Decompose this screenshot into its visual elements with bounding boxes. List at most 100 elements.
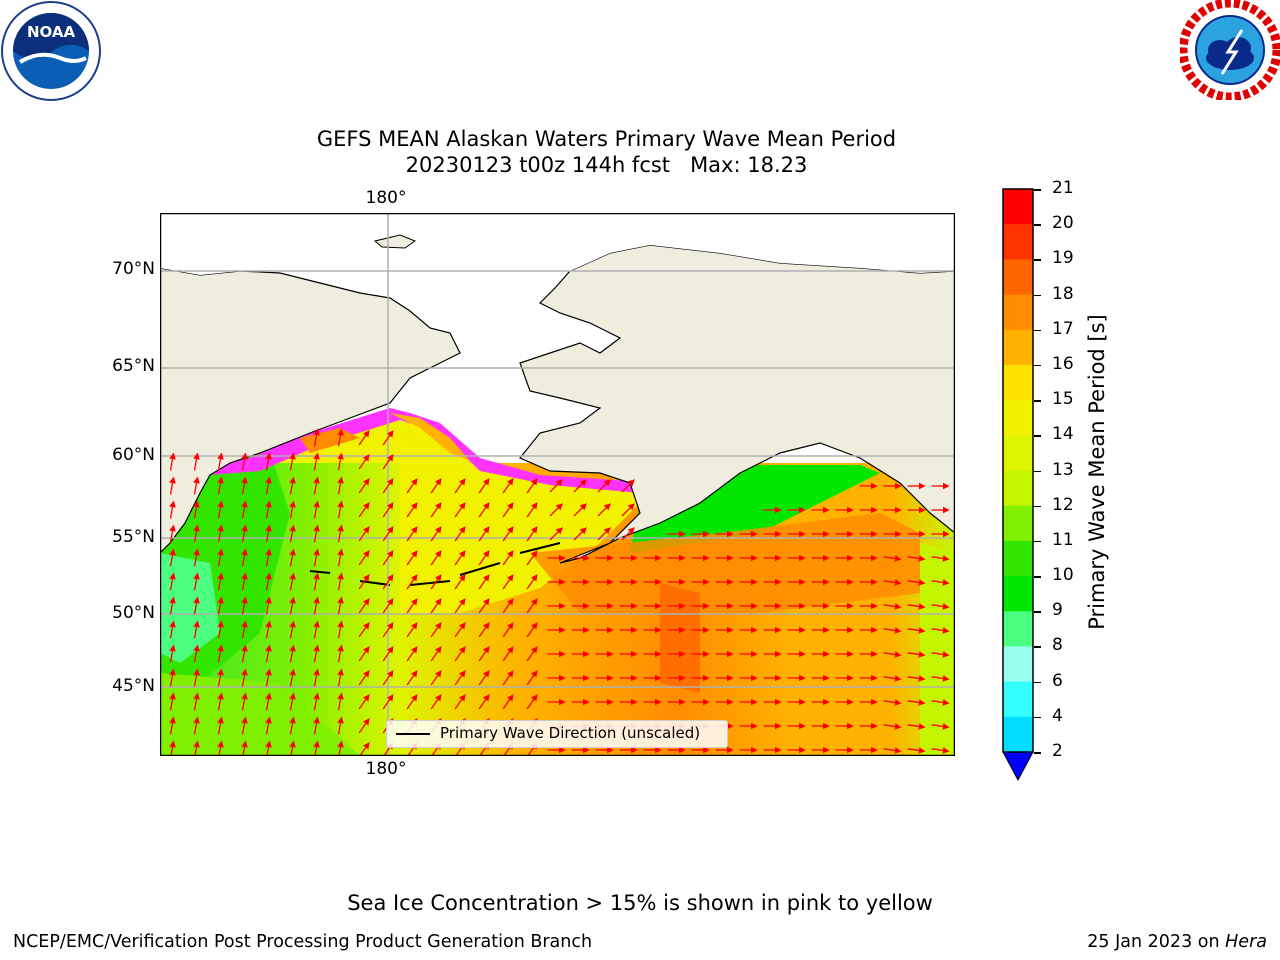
wave-arrow-head bbox=[169, 668, 176, 676]
wave-arrow-head bbox=[871, 602, 878, 610]
wave-arrow-head bbox=[313, 476, 320, 484]
wave-arrow-head bbox=[435, 670, 442, 678]
colorbar-tick-mark bbox=[1034, 435, 1041, 437]
colorbar-segment bbox=[1003, 400, 1033, 436]
wave-arrow-head bbox=[387, 646, 394, 654]
wave-arrow-head bbox=[241, 596, 248, 604]
wave-arrow-head bbox=[631, 698, 638, 706]
colorbar-tick-mark bbox=[1034, 259, 1041, 261]
wave-arrow-head bbox=[727, 602, 734, 610]
wave-arrow-head bbox=[531, 502, 538, 510]
wave-arrow-head bbox=[483, 598, 490, 606]
colorbar-tick-label: 4 bbox=[1052, 705, 1063, 726]
wave-arrow-head bbox=[265, 644, 272, 652]
wave-arrow-head bbox=[918, 723, 926, 730]
wave-arrow-head bbox=[193, 524, 200, 532]
wave-arrow-head bbox=[583, 650, 590, 658]
chart-title: GEFS MEAN Alaskan Waters Primary Wave Me… bbox=[316, 127, 897, 151]
wave-arrow-head bbox=[313, 524, 320, 532]
map-legend: Primary Wave Direction (unscaled) bbox=[386, 720, 728, 748]
lat-label-70: 70°N bbox=[112, 259, 155, 279]
wave-arrow-head bbox=[217, 644, 224, 652]
wave-arrow-head bbox=[823, 626, 830, 634]
wave-arrow-head bbox=[193, 620, 200, 628]
colorbar-tick-mark bbox=[1034, 470, 1041, 472]
colorbar-tick-label: 20 bbox=[1052, 213, 1074, 234]
wave-arrow-head bbox=[411, 526, 418, 534]
wave-arrow-head bbox=[607, 602, 614, 610]
wave-arrow-head bbox=[411, 478, 418, 486]
colorbar-tick-label: 12 bbox=[1052, 494, 1074, 515]
wave-arrow-head bbox=[337, 572, 344, 580]
wave-arrow-head bbox=[703, 626, 710, 634]
wave-arrow-head bbox=[751, 530, 758, 538]
lat-label-50: 50°N bbox=[112, 603, 155, 623]
wave-arrow-head bbox=[943, 482, 950, 490]
wave-arrow-head bbox=[241, 620, 248, 628]
wave-arrow-head bbox=[265, 620, 272, 628]
wave-arrow-head bbox=[703, 674, 710, 682]
wave-arrow-head bbox=[894, 555, 902, 562]
legend-line bbox=[396, 733, 430, 735]
wave-arrow-head bbox=[531, 646, 538, 654]
nws-logo bbox=[1178, 0, 1280, 102]
colorbar-segment bbox=[1003, 294, 1033, 331]
wave-arrow-head bbox=[531, 550, 538, 558]
colorbar-tick-mark bbox=[1034, 505, 1041, 508]
wave-arrow-head bbox=[387, 502, 394, 510]
wave-arrow-head bbox=[241, 524, 248, 532]
wave-arrow-head bbox=[894, 603, 902, 610]
colorbar-tick-label: 13 bbox=[1052, 459, 1074, 480]
wave-arrow-head bbox=[823, 722, 830, 730]
wave-arrow-head bbox=[679, 698, 686, 706]
wave-arrow-head bbox=[799, 650, 806, 658]
wave-arrow-head bbox=[217, 548, 224, 556]
wave-arrow-head bbox=[559, 602, 566, 610]
colorbar-segment bbox=[1003, 259, 1033, 296]
colorbar-tick-label: 11 bbox=[1052, 529, 1074, 550]
wave-arrow-head bbox=[193, 572, 200, 580]
wave-arrow-head bbox=[289, 548, 296, 556]
wave-arrow-head bbox=[727, 626, 734, 634]
wave-arrow-head bbox=[751, 626, 758, 634]
wave-arrow-head bbox=[727, 650, 734, 658]
wave-arrow-head bbox=[193, 500, 200, 508]
wave-arrow-head bbox=[313, 596, 320, 604]
wave-arrow-head bbox=[847, 578, 854, 586]
wave-arrow-head bbox=[799, 602, 806, 610]
wave-arrow-head bbox=[555, 479, 563, 487]
wave-arrow-head bbox=[363, 670, 370, 678]
wave-arrow-head bbox=[751, 674, 758, 682]
wave-arrow-head bbox=[894, 699, 902, 706]
wave-arrow-head bbox=[337, 668, 344, 676]
wave-arrow-head bbox=[459, 670, 466, 678]
wave-arrow-head bbox=[265, 572, 272, 580]
colorbar-segment bbox=[1003, 611, 1033, 647]
wave-arrow-head bbox=[265, 548, 272, 556]
wave-arrow-head bbox=[193, 476, 200, 484]
wave-arrow-head bbox=[241, 500, 248, 508]
wave-arrow-head bbox=[313, 716, 320, 724]
wave-arrow-head bbox=[169, 548, 176, 556]
wave-arrow-head bbox=[459, 646, 466, 654]
wave-arrow-head bbox=[435, 550, 442, 558]
wave-arrow-head bbox=[942, 555, 950, 562]
wave-arrow-head bbox=[313, 644, 320, 652]
wave-arrow-head bbox=[363, 718, 370, 726]
wave-arrow-head bbox=[289, 476, 296, 484]
wave-arrow-head bbox=[241, 716, 248, 724]
wave-arrow-head bbox=[751, 602, 758, 610]
wave-arrow-head bbox=[847, 554, 854, 562]
wave-arrow-head bbox=[799, 554, 806, 562]
wave-arrow-head bbox=[799, 506, 806, 514]
wave-arrow-head bbox=[387, 454, 394, 462]
wave-arrow-head bbox=[531, 598, 538, 606]
wave-arrow-head bbox=[679, 626, 686, 634]
wave-arrow-head bbox=[918, 699, 926, 706]
wave-arrow-head bbox=[655, 650, 662, 658]
colorbar-segment bbox=[1003, 329, 1033, 366]
wave-arrow-head bbox=[507, 526, 514, 534]
map-svg bbox=[159, 212, 956, 759]
wave-arrow-head bbox=[942, 699, 950, 706]
wave-arrow-head bbox=[531, 694, 538, 702]
